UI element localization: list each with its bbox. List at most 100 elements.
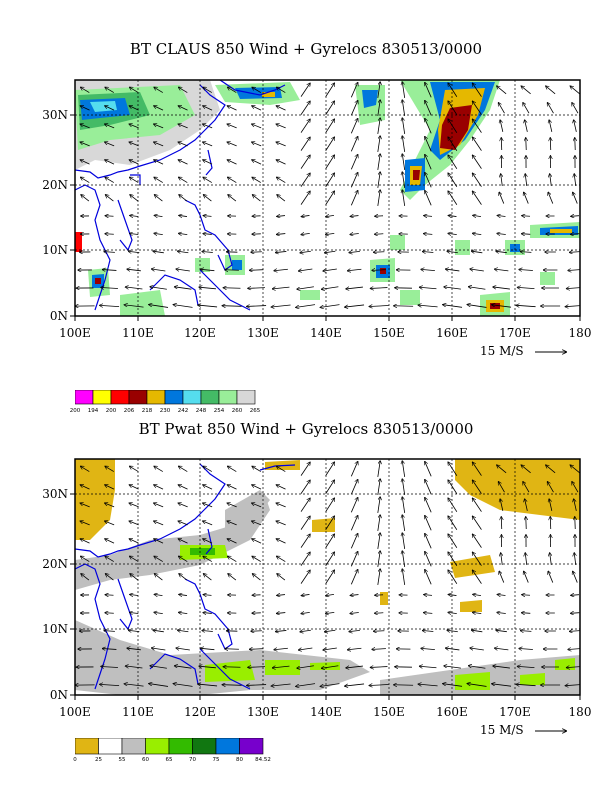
wind-vector bbox=[351, 595, 359, 596]
wind-vector bbox=[203, 142, 213, 147]
wind-vector bbox=[105, 521, 115, 526]
wind-vector bbox=[423, 252, 434, 253]
wind-vector bbox=[247, 306, 267, 307]
colorbar-tick-label: 25 bbox=[95, 757, 102, 763]
wind-vector bbox=[377, 82, 380, 98]
wind-vector bbox=[497, 612, 506, 613]
wind-vector bbox=[296, 683, 316, 687]
wind-vector bbox=[568, 648, 580, 649]
wind-vector bbox=[374, 631, 385, 632]
wind-vector bbox=[470, 648, 484, 651]
colorbar-tick-label: 200 bbox=[105, 408, 117, 414]
wind-vector bbox=[473, 137, 482, 151]
wind-vector bbox=[320, 304, 340, 308]
wind-vector bbox=[350, 119, 357, 134]
wind-vector bbox=[178, 251, 189, 253]
wind-vector bbox=[568, 269, 580, 270]
colorbar-swatch bbox=[218, 389, 238, 405]
wind-vector bbox=[252, 521, 262, 526]
wind-vector bbox=[277, 177, 286, 183]
wind-vector bbox=[418, 305, 438, 307]
wind-vector bbox=[297, 286, 314, 289]
wind-vector bbox=[127, 269, 141, 271]
wind-vector bbox=[228, 177, 237, 183]
wind-vector bbox=[228, 466, 237, 472]
wind-vector bbox=[105, 234, 114, 235]
wind-vector bbox=[227, 521, 237, 526]
wind-vector bbox=[302, 594, 310, 595]
wind-vector bbox=[277, 613, 286, 614]
panel2-lon-160e: 160E bbox=[436, 705, 468, 719]
wind-vector bbox=[348, 648, 362, 650]
wind-vector bbox=[325, 191, 335, 205]
wind-vector bbox=[105, 106, 115, 111]
wind-vector bbox=[100, 305, 120, 306]
wind-vector bbox=[299, 269, 313, 271]
wind-vector bbox=[350, 613, 359, 614]
wind-vector bbox=[350, 191, 357, 206]
wind-vector bbox=[500, 120, 504, 132]
wind-vector bbox=[424, 216, 433, 217]
wind-vector bbox=[418, 684, 438, 686]
wind-vector bbox=[203, 124, 213, 129]
panel2-lon-110e: 110E bbox=[122, 705, 154, 719]
wind-vector bbox=[154, 233, 163, 234]
wind-vector bbox=[175, 666, 192, 669]
wind-vector bbox=[277, 87, 286, 93]
wind-vector bbox=[402, 515, 406, 531]
wind-vector bbox=[497, 86, 507, 95]
wind-vector bbox=[300, 251, 311, 253]
wind-vector bbox=[154, 612, 163, 613]
wind-vector bbox=[449, 215, 457, 216]
wind-vector bbox=[301, 612, 310, 613]
panel2-lat-20n: 20N bbox=[42, 557, 68, 571]
wind-vector bbox=[300, 498, 310, 512]
wind-vector bbox=[150, 666, 167, 669]
panel1-lon-120e: 120E bbox=[184, 326, 216, 340]
wind-vector bbox=[565, 305, 580, 306]
wind-vector bbox=[301, 233, 310, 234]
wind-vector bbox=[448, 570, 458, 584]
wind-vector bbox=[277, 234, 286, 235]
wind-vector bbox=[349, 251, 360, 252]
wind-vector bbox=[446, 648, 460, 650]
wind-vector bbox=[178, 142, 188, 147]
wind-vector bbox=[203, 160, 213, 165]
wind-vector bbox=[228, 195, 237, 202]
wind-vector bbox=[248, 288, 265, 289]
wind-vector bbox=[276, 503, 286, 508]
panel1-scale-label: 15 M/S bbox=[480, 344, 524, 358]
wind-vector bbox=[522, 234, 531, 235]
colorbar-swatch bbox=[236, 389, 256, 405]
wind-vector bbox=[100, 684, 120, 685]
wind-vector bbox=[198, 684, 218, 686]
wind-vector bbox=[421, 269, 435, 270]
wind-vector bbox=[448, 101, 458, 115]
gridlines bbox=[75, 80, 580, 695]
wind-vector bbox=[300, 191, 310, 205]
panel1-shading bbox=[75, 80, 580, 316]
panel2-lon-170e: 170E bbox=[499, 705, 531, 719]
panel1-lon-180: 180 bbox=[568, 326, 592, 340]
wind-vector bbox=[179, 177, 188, 183]
wind-vector bbox=[377, 569, 380, 585]
wind-vector bbox=[523, 482, 530, 493]
wind-vector bbox=[276, 539, 286, 544]
wind-vector bbox=[546, 86, 556, 95]
panel1-lat-10n: 10N bbox=[42, 243, 68, 257]
panel1-lon-140e: 140E bbox=[310, 326, 342, 340]
wind-vector bbox=[350, 480, 357, 495]
wind-vector bbox=[469, 287, 486, 290]
wind-vector bbox=[80, 521, 90, 526]
wind-vector bbox=[277, 216, 286, 217]
wind-vector bbox=[377, 551, 380, 567]
wind-vector bbox=[179, 195, 188, 202]
wind-vector bbox=[300, 516, 310, 530]
panel1-wind-vectors bbox=[75, 82, 580, 308]
wind-vector bbox=[499, 571, 505, 583]
wind-vector bbox=[154, 539, 164, 544]
colorbar-tick-label: 248 bbox=[195, 408, 207, 414]
wind-vector bbox=[101, 666, 118, 667]
wind-vector bbox=[402, 497, 406, 513]
wind-vector bbox=[273, 287, 290, 289]
